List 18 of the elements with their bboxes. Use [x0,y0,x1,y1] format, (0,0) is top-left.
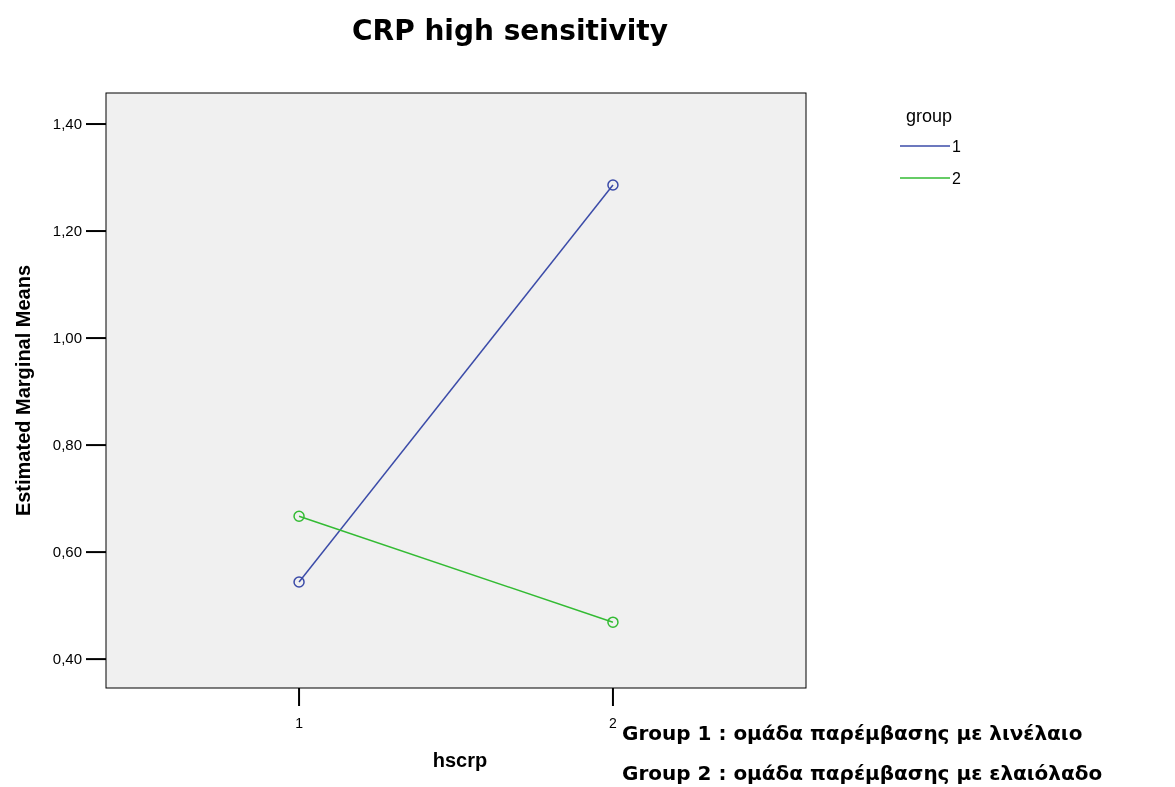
x-axis-title: hscrp [432,749,488,771]
text: Group 2 : ομάδα παρέμβασης με ελαιόλαδο [622,761,1103,785]
legend-label: 2 [952,169,961,187]
y-tick-label: 1,00 [52,329,82,347]
legend-title: group [906,106,953,126]
y-tick-label: 0,80 [52,436,82,454]
legend-label: 1 [952,137,961,155]
y-tick-label: 0,60 [52,543,82,561]
y-axis-title: Estimated Marginal Means [12,264,34,517]
chart-title: CRP high sensitivity [352,14,668,47]
point [607,179,619,191]
text: Group 1 : ομάδα παρέμβασης με λινέλαιο [622,721,1083,745]
point [607,616,619,628]
y-tick-label: 1,40 [52,115,82,133]
y-tick-label: 1,20 [52,222,82,240]
point [293,510,305,522]
point [293,576,305,588]
y-tick-label: 0,40 [52,650,82,668]
